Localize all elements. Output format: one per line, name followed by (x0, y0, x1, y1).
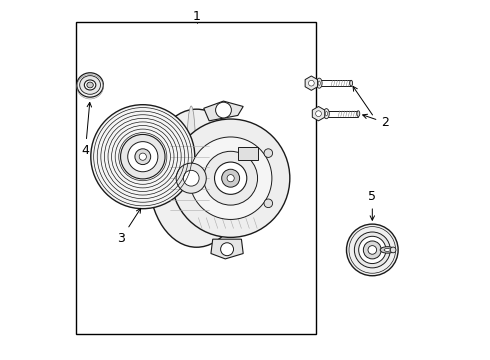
Circle shape (368, 246, 377, 254)
Ellipse shape (323, 109, 329, 119)
Circle shape (221, 169, 240, 187)
Text: 1: 1 (193, 10, 200, 23)
Polygon shape (312, 107, 325, 121)
Circle shape (316, 111, 321, 117)
Ellipse shape (149, 109, 244, 247)
Circle shape (215, 162, 247, 194)
Circle shape (220, 243, 234, 256)
Ellipse shape (187, 106, 196, 207)
Ellipse shape (77, 73, 103, 97)
Polygon shape (305, 76, 318, 90)
Ellipse shape (317, 78, 322, 88)
Circle shape (346, 224, 398, 276)
Text: 2: 2 (363, 114, 389, 129)
Ellipse shape (80, 76, 100, 94)
Circle shape (216, 102, 231, 118)
Text: 4: 4 (81, 103, 92, 157)
Circle shape (390, 247, 396, 253)
Ellipse shape (87, 82, 93, 88)
Circle shape (176, 163, 206, 193)
Ellipse shape (357, 111, 360, 117)
Polygon shape (204, 101, 243, 121)
Text: 5: 5 (368, 190, 376, 220)
Circle shape (190, 137, 272, 220)
Ellipse shape (380, 247, 394, 253)
Circle shape (91, 105, 195, 209)
Circle shape (227, 175, 234, 182)
Circle shape (264, 149, 272, 157)
Bar (238, 147, 258, 160)
Circle shape (354, 232, 390, 268)
Circle shape (121, 134, 165, 179)
Circle shape (128, 141, 158, 172)
Bar (76, 22, 316, 334)
Circle shape (359, 236, 386, 264)
Circle shape (309, 80, 314, 86)
Ellipse shape (325, 112, 327, 116)
Ellipse shape (84, 80, 96, 90)
Circle shape (204, 151, 258, 205)
Circle shape (139, 153, 147, 160)
Ellipse shape (350, 80, 353, 86)
Polygon shape (211, 239, 243, 259)
Circle shape (264, 199, 272, 208)
Text: 3: 3 (117, 208, 141, 245)
Circle shape (135, 149, 151, 165)
Circle shape (364, 241, 381, 259)
Ellipse shape (384, 248, 391, 251)
Ellipse shape (318, 81, 320, 85)
Circle shape (183, 170, 199, 186)
Circle shape (172, 119, 290, 237)
